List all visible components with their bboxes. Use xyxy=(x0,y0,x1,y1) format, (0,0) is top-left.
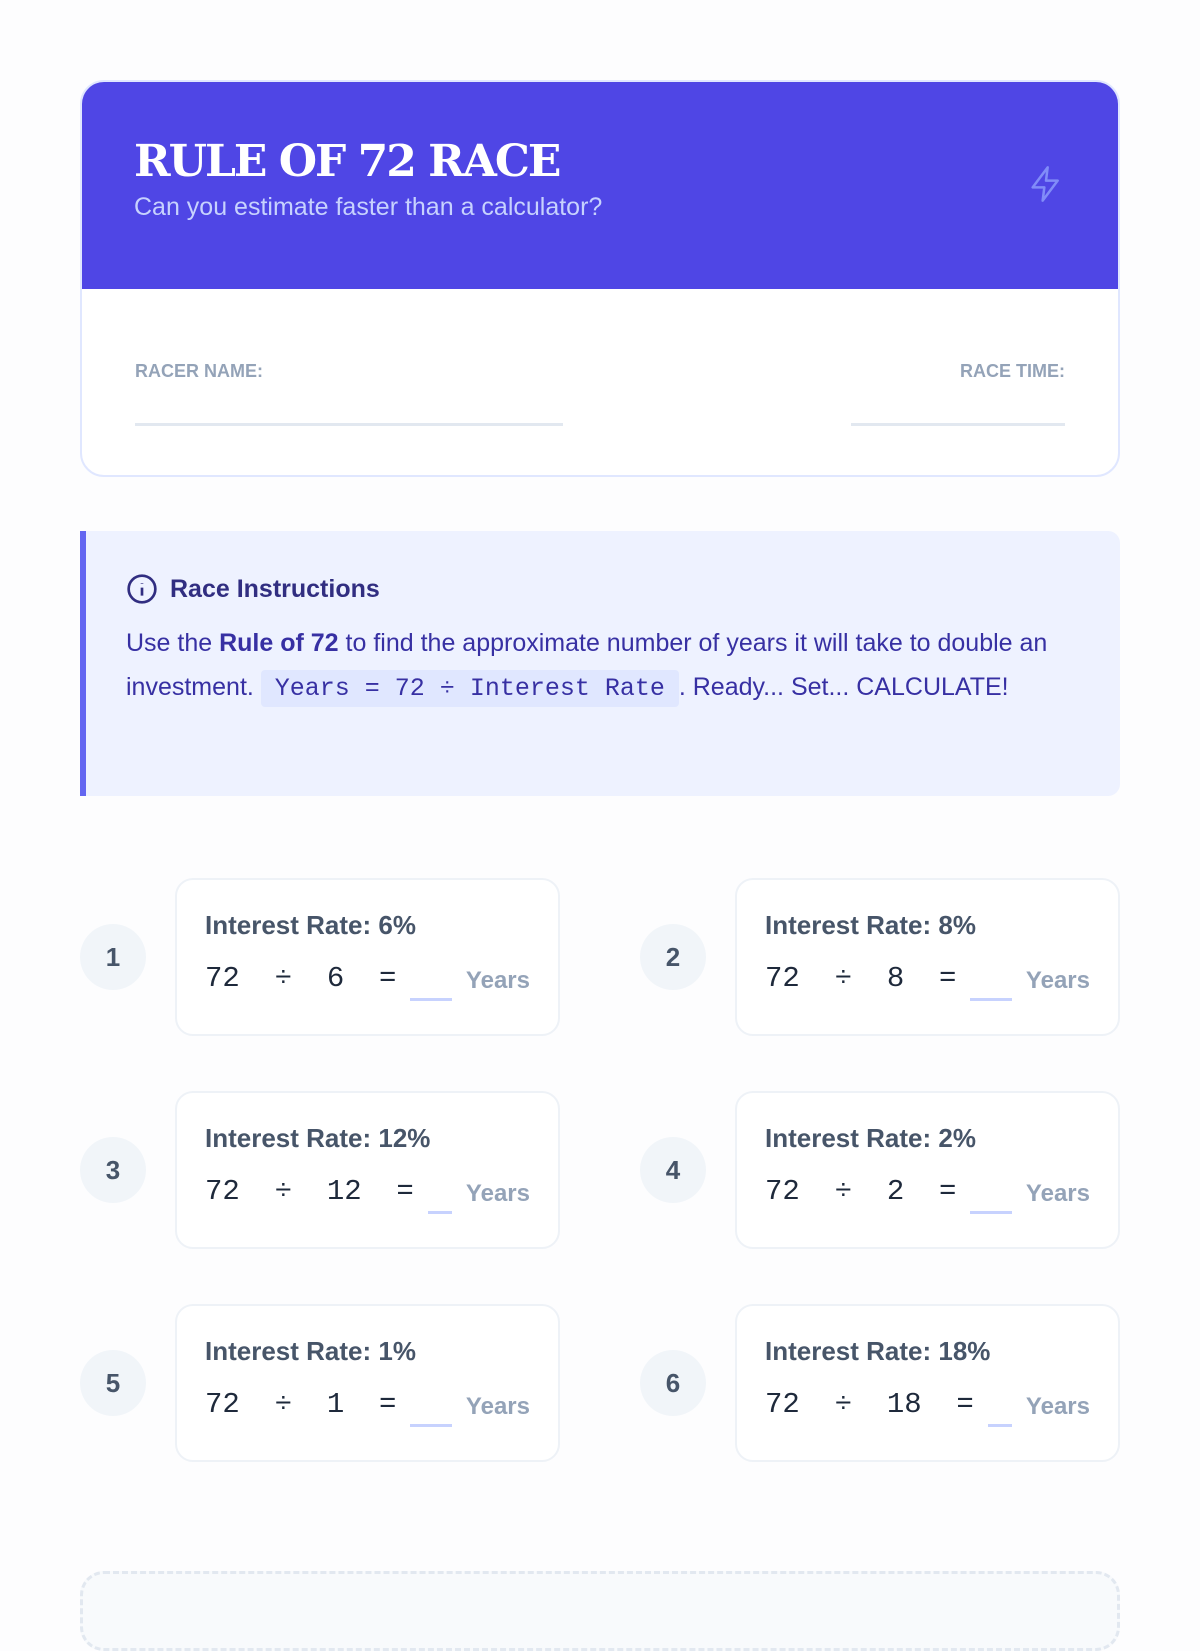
equation: 72 ÷ 6 = xyxy=(205,962,397,995)
text-part: to find the approximate number of years … xyxy=(126,629,1048,701)
racer-name-label: RACER NAME: xyxy=(135,361,263,381)
interest-rate-label: Interest Rate: 6% xyxy=(205,910,416,940)
problem-number: 3 xyxy=(80,1137,146,1203)
race-time-input[interactable] xyxy=(851,423,1065,426)
lightning-bolt-icon xyxy=(1031,166,1059,202)
problem-card: Interest Rate: 8% 72 ÷ 8 = Years xyxy=(735,878,1120,1036)
years-unit: Years xyxy=(465,1393,530,1420)
problem-number: 6 xyxy=(640,1350,706,1416)
interest-rate-label: Interest Rate: 8% xyxy=(765,910,976,940)
interest-rate-label: Interest Rate: 2% xyxy=(765,1123,976,1153)
formula-code: Years = 72 ÷ Interest Rate xyxy=(260,670,679,707)
instructions-panel: Race Instructions Use the Rule of 72 to … xyxy=(80,531,1120,796)
instructions-text: Use the Rule of 72 to find the approxima… xyxy=(126,621,1080,711)
text-part: Use the xyxy=(126,629,220,657)
page-subtitle: Can you estimate faster than a calculato… xyxy=(134,193,603,221)
problem-number: 1 xyxy=(80,924,146,990)
answer-input[interactable] xyxy=(410,998,452,1001)
years-unit: Years xyxy=(1025,1393,1090,1420)
problem-card: Interest Rate: 2% 72 ÷ 2 = Years xyxy=(735,1091,1120,1249)
problem-card: Interest Rate: 6% 72 ÷ 6 = Years xyxy=(175,878,560,1036)
answer-input[interactable] xyxy=(427,1211,452,1214)
problem-number: 4 xyxy=(640,1137,706,1203)
answer-input[interactable] xyxy=(987,1424,1012,1427)
race-time-label: RACE TIME: xyxy=(960,361,1065,381)
dashed-footer-box xyxy=(80,1571,1120,1651)
years-unit: Years xyxy=(465,967,530,994)
instructions-title: Race Instructions xyxy=(170,574,380,603)
years-unit: Years xyxy=(1025,967,1090,994)
page-title: RULE OF 72 RACE xyxy=(134,136,561,187)
answer-input[interactable] xyxy=(970,1211,1012,1214)
equation: 72 ÷ 18 = xyxy=(765,1388,974,1421)
years-unit: Years xyxy=(465,1180,530,1207)
answer-input[interactable] xyxy=(970,998,1012,1001)
racer-name-input[interactable] xyxy=(135,423,563,426)
text-part: . Ready... Set... CALCULATE! xyxy=(678,673,1009,701)
years-unit: Years xyxy=(1025,1180,1090,1207)
answer-input[interactable] xyxy=(410,1424,452,1427)
header-banner: RULE OF 72 RACE Can you estimate faster … xyxy=(82,82,1118,289)
rule-of-72-bold: Rule of 72 xyxy=(219,629,339,657)
info-icon xyxy=(127,574,157,604)
interest-rate-label: Interest Rate: 1% xyxy=(205,1336,416,1366)
problem-card: Interest Rate: 12% 72 ÷ 12 = Years xyxy=(175,1091,560,1249)
equation: 72 ÷ 2 = xyxy=(765,1175,957,1208)
problem-number: 5 xyxy=(80,1350,146,1416)
problem-number: 2 xyxy=(640,924,706,990)
interest-rate-label: Interest Rate: 12% xyxy=(205,1123,431,1153)
interest-rate-label: Interest Rate: 18% xyxy=(765,1336,991,1366)
equation: 72 ÷ 8 = xyxy=(765,962,957,995)
equation: 72 ÷ 1 = xyxy=(205,1388,397,1421)
equation: 72 ÷ 12 = xyxy=(205,1175,414,1208)
problem-card: Interest Rate: 18% 72 ÷ 18 = Years xyxy=(735,1304,1120,1462)
problem-card: Interest Rate: 1% 72 ÷ 1 = Years xyxy=(175,1304,560,1462)
header-card: RULE OF 72 RACE Can you estimate faster … xyxy=(80,80,1120,477)
